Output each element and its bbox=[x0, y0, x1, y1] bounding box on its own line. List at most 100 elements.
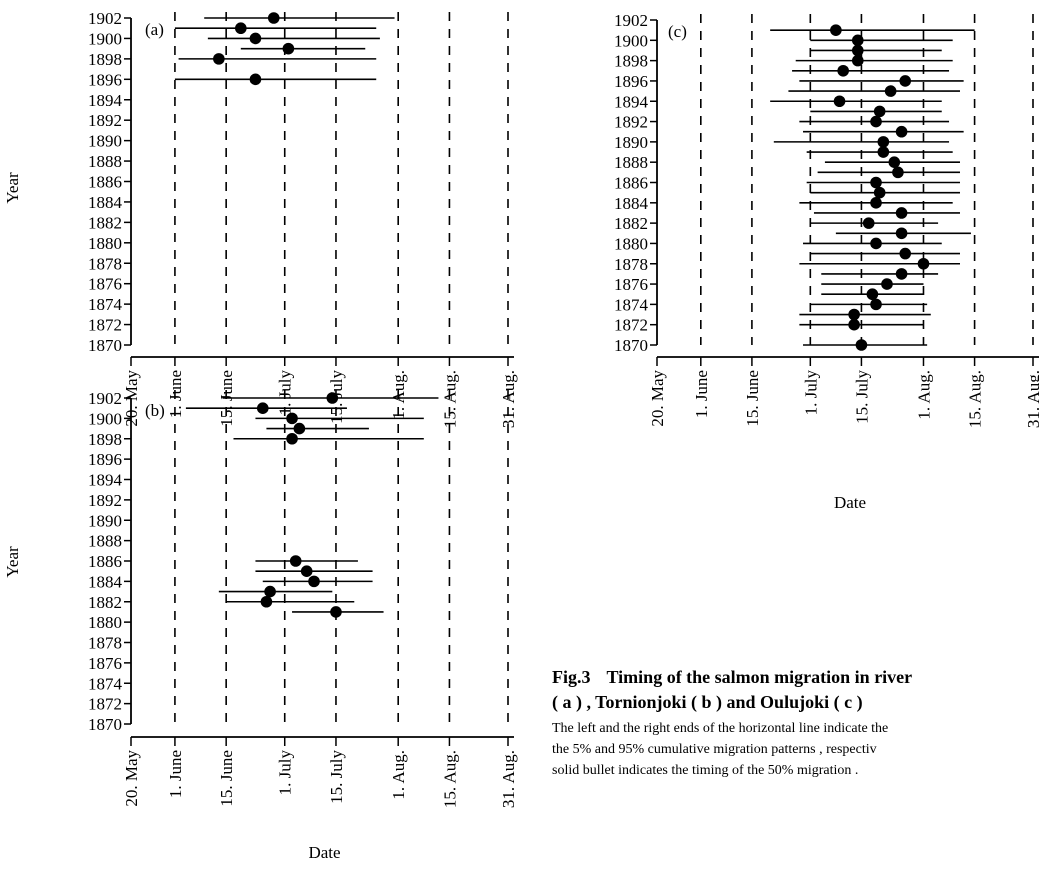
x-tick-label: 1. July bbox=[801, 370, 820, 416]
y-tick-label: 1884 bbox=[614, 194, 649, 213]
caption-title-line-2: ( a ) , Tornionjoki ( b ) and Oulujoki (… bbox=[552, 692, 863, 712]
x-axis-title: Date bbox=[834, 493, 866, 512]
median-point-1882 bbox=[260, 595, 273, 608]
median-point-1900 bbox=[249, 32, 262, 45]
y-tick-label: 1874 bbox=[88, 295, 123, 314]
x-tick-label: 15. June bbox=[743, 370, 762, 427]
x-tick-label: 31. Aug. bbox=[499, 750, 518, 808]
y-tick-label: 1894 bbox=[88, 91, 123, 110]
y-tick-label: 1870 bbox=[88, 715, 122, 734]
median-point-1892 bbox=[870, 115, 882, 128]
median-point-1899 bbox=[851, 44, 864, 57]
caption-figure-label: Fig.3 bbox=[552, 667, 591, 687]
y-tick-label: 1880 bbox=[614, 234, 648, 253]
y-tick-label: 1882 bbox=[614, 214, 648, 233]
y-tick-label: 1890 bbox=[88, 132, 122, 151]
panel-label: (a) bbox=[145, 20, 164, 39]
y-tick-label: 1888 bbox=[88, 532, 122, 551]
figure-caption: Fig.3 Timing of the salmon migration in r… bbox=[552, 665, 1039, 781]
y-tick-label: 1876 bbox=[614, 275, 648, 294]
median-point-1875 bbox=[866, 288, 879, 301]
y-tick-label: 1890 bbox=[614, 133, 648, 152]
x-tick-label: 15. Aug. bbox=[966, 370, 985, 428]
median-point-1901 bbox=[235, 22, 247, 35]
y-tick-label: 1884 bbox=[88, 572, 123, 591]
panel-label: (c) bbox=[668, 22, 687, 41]
median-point-1880 bbox=[870, 237, 882, 250]
median-point-1881 bbox=[330, 606, 342, 618]
median-point-1877 bbox=[895, 268, 908, 280]
median-point-1876 bbox=[881, 278, 893, 290]
median-point-1872 bbox=[848, 318, 860, 331]
median-point-1893 bbox=[873, 105, 886, 118]
median-point-1885 bbox=[300, 565, 313, 577]
x-tick-label: 1. June bbox=[692, 370, 711, 418]
y-tick-label: 1874 bbox=[614, 295, 649, 314]
median-point-1889 bbox=[877, 146, 890, 158]
y-tick-label: 1898 bbox=[88, 50, 122, 69]
x-tick-label: 31. Aug. bbox=[1024, 370, 1039, 428]
y-tick-label: 1874 bbox=[88, 674, 123, 693]
y-tick-label: 1884 bbox=[88, 193, 123, 212]
y-tick-label: 1872 bbox=[614, 316, 648, 335]
caption-title-line-1: Fig.3 Timing of the salmon migration in r… bbox=[552, 665, 1039, 690]
y-tick-label: 1878 bbox=[614, 255, 648, 274]
x-tick-label: 15. June bbox=[217, 750, 236, 807]
median-point-1901 bbox=[256, 402, 269, 414]
median-point-1870 bbox=[855, 339, 868, 351]
median-point-1902 bbox=[267, 12, 280, 24]
median-point-1873 bbox=[848, 308, 860, 321]
y-tick-label: 1886 bbox=[88, 173, 122, 192]
y-tick-label: 1902 bbox=[88, 389, 122, 408]
median-point-1896 bbox=[899, 75, 912, 87]
y-tick-label: 1894 bbox=[88, 471, 123, 490]
y-tick-label: 1892 bbox=[614, 113, 648, 132]
y-tick-label: 1898 bbox=[614, 52, 648, 71]
y-tick-label: 1872 bbox=[88, 316, 122, 335]
x-axis-title: Date bbox=[308, 843, 340, 862]
median-point-1898 bbox=[851, 54, 864, 67]
median-point-1881 bbox=[895, 227, 908, 240]
x-tick-label: 1. June bbox=[166, 750, 185, 798]
median-point-1896 bbox=[249, 73, 262, 86]
median-point-1885 bbox=[873, 186, 886, 199]
median-point-1902 bbox=[326, 392, 339, 404]
y-tick-label: 1892 bbox=[88, 491, 122, 510]
median-point-1887 bbox=[892, 166, 904, 179]
y-axis-title: Year bbox=[3, 172, 22, 204]
median-point-1900 bbox=[851, 34, 864, 47]
y-tick-label: 1870 bbox=[88, 336, 122, 355]
median-point-1882 bbox=[862, 217, 875, 229]
x-tick-label: 1. Aug. bbox=[389, 750, 408, 800]
y-tick-label: 1900 bbox=[614, 31, 648, 50]
median-point-1879 bbox=[899, 247, 912, 260]
median-point-1898 bbox=[213, 53, 225, 65]
x-tick-label: 15. July bbox=[852, 370, 871, 424]
y-tick-label: 1876 bbox=[88, 275, 122, 294]
y-tick-label: 1870 bbox=[614, 336, 648, 355]
panel-a: 1902190018981896189418921890188818861884… bbox=[3, 9, 518, 428]
y-tick-label: 1894 bbox=[614, 92, 649, 111]
x-tick-label: 1. Aug. bbox=[914, 370, 933, 420]
y-tick-label: 1888 bbox=[614, 153, 648, 172]
x-tick-label: 31. Aug. bbox=[499, 370, 518, 428]
median-point-1900 bbox=[286, 412, 298, 425]
median-point-1899 bbox=[282, 42, 295, 55]
median-point-1897 bbox=[837, 64, 849, 77]
median-point-1884 bbox=[870, 197, 882, 209]
median-point-1891 bbox=[895, 125, 908, 138]
x-tick-label: 15. Aug. bbox=[440, 370, 459, 428]
median-point-1890 bbox=[877, 136, 890, 148]
median-point-1878 bbox=[917, 257, 930, 270]
panel-label: (b) bbox=[145, 401, 165, 420]
x-tick-label: 15. July bbox=[327, 750, 346, 804]
y-tick-label: 1902 bbox=[88, 9, 122, 28]
y-axis-title: Year bbox=[3, 546, 22, 578]
y-tick-label: 1896 bbox=[614, 72, 648, 91]
y-tick-label: 1886 bbox=[614, 174, 648, 193]
caption-note-line-1: The left and the right ends of the horiz… bbox=[552, 721, 889, 736]
y-tick-label: 1890 bbox=[88, 511, 122, 530]
y-tick-label: 1880 bbox=[88, 234, 122, 253]
